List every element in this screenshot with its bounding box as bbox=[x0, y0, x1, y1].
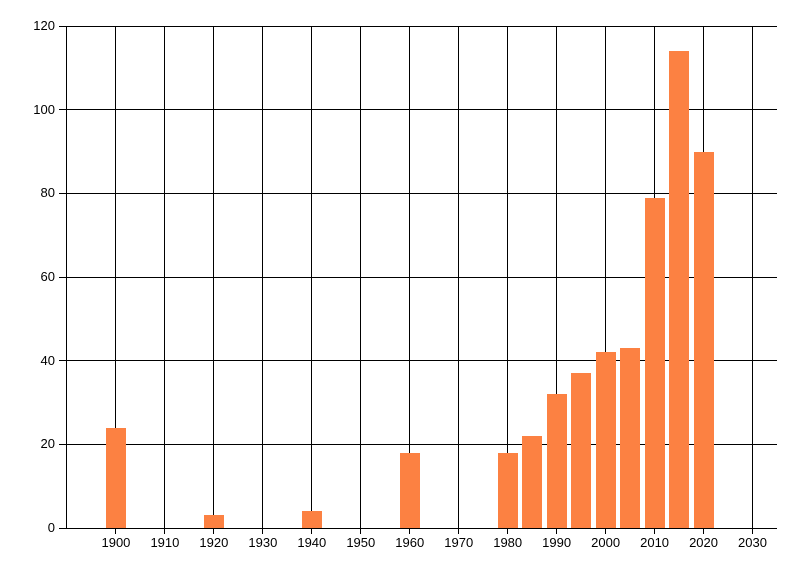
y-axis-tick bbox=[59, 527, 67, 529]
bar bbox=[595, 352, 616, 528]
bar bbox=[620, 348, 641, 528]
y-gridline bbox=[67, 192, 777, 194]
y-tick-label: 20 bbox=[40, 436, 55, 452]
x-tick-label: 2030 bbox=[738, 535, 767, 550]
y-gridline bbox=[67, 360, 777, 362]
bar bbox=[669, 51, 690, 528]
x-gridline bbox=[213, 26, 215, 528]
y-gridline bbox=[67, 276, 777, 278]
x-tick-label: 1930 bbox=[248, 535, 278, 550]
y-axis-tick bbox=[59, 443, 67, 445]
x-tick-label: 1900 bbox=[101, 535, 131, 550]
y-tick-label: 100 bbox=[33, 101, 55, 117]
x-axis-tick bbox=[752, 528, 754, 534]
bar bbox=[522, 435, 543, 528]
y-tick-label: 60 bbox=[40, 269, 55, 284]
x-axis-tick bbox=[164, 528, 166, 534]
x-axis-tick bbox=[458, 528, 460, 534]
x-tick-label: 2020 bbox=[689, 535, 718, 550]
x-gridline bbox=[752, 26, 754, 528]
y-tick-label: 80 bbox=[40, 185, 55, 201]
bar bbox=[693, 151, 714, 528]
x-gridline bbox=[507, 26, 509, 528]
x-tick-label: 1920 bbox=[199, 535, 229, 550]
bar bbox=[571, 373, 592, 528]
x-tick-label: 1980 bbox=[493, 535, 523, 550]
x-tick-label: 2000 bbox=[591, 535, 621, 550]
bar bbox=[399, 452, 420, 528]
y-axis-tick bbox=[59, 192, 67, 194]
x-axis-tick bbox=[262, 528, 264, 534]
bar bbox=[497, 452, 518, 528]
y-gridline bbox=[67, 527, 777, 529]
x-axis-tick bbox=[703, 528, 705, 534]
x-gridline bbox=[458, 26, 460, 528]
x-axis-tick bbox=[507, 528, 509, 534]
x-axis-tick bbox=[409, 528, 411, 534]
y-axis-tick bbox=[59, 25, 67, 27]
bar bbox=[301, 511, 322, 528]
x-gridline bbox=[556, 26, 558, 528]
x-axis-tick bbox=[360, 528, 362, 534]
x-axis-tick bbox=[311, 528, 313, 534]
x-tick-label: 1970 bbox=[444, 535, 474, 550]
bar bbox=[105, 427, 126, 528]
x-gridline bbox=[409, 26, 411, 528]
x-gridline bbox=[115, 26, 117, 528]
x-tick-label: 1910 bbox=[150, 535, 180, 550]
y-gridline bbox=[67, 443, 777, 445]
x-tick-label: 1960 bbox=[395, 535, 425, 550]
y-gridline bbox=[67, 109, 777, 111]
y-gridline bbox=[67, 25, 777, 27]
x-gridline bbox=[262, 26, 264, 528]
x-tick-label: 1940 bbox=[297, 535, 327, 550]
y-axis-tick bbox=[59, 360, 67, 362]
y-tick-label: 120 bbox=[33, 18, 55, 33]
x-gridline bbox=[311, 26, 313, 528]
bar-chart-plot-area: 0 20 40 60 80 100 120 1900 1910 1920 1930 1940 1950 1… bbox=[33, 18, 777, 550]
x-gridline bbox=[605, 26, 607, 528]
x-axis-tick bbox=[213, 528, 215, 534]
bar bbox=[203, 515, 224, 528]
x-axis-tick bbox=[556, 528, 558, 534]
bar bbox=[546, 394, 567, 528]
y-axis-tick bbox=[59, 109, 67, 111]
x-axis-tick bbox=[605, 528, 607, 534]
y-tick-label: 40 bbox=[40, 352, 55, 368]
x-axis-tick bbox=[654, 528, 656, 534]
x-tick-label: 1950 bbox=[346, 535, 376, 550]
x-gridline bbox=[360, 26, 362, 528]
x-gridline bbox=[164, 26, 166, 528]
x-tick-label: 1990 bbox=[542, 535, 572, 550]
y-axis-tick bbox=[59, 276, 67, 278]
x-tick-label: 2010 bbox=[640, 535, 670, 550]
bar bbox=[644, 197, 665, 528]
x-axis-tick bbox=[115, 528, 117, 534]
y-tick-label: 0 bbox=[47, 520, 55, 535]
